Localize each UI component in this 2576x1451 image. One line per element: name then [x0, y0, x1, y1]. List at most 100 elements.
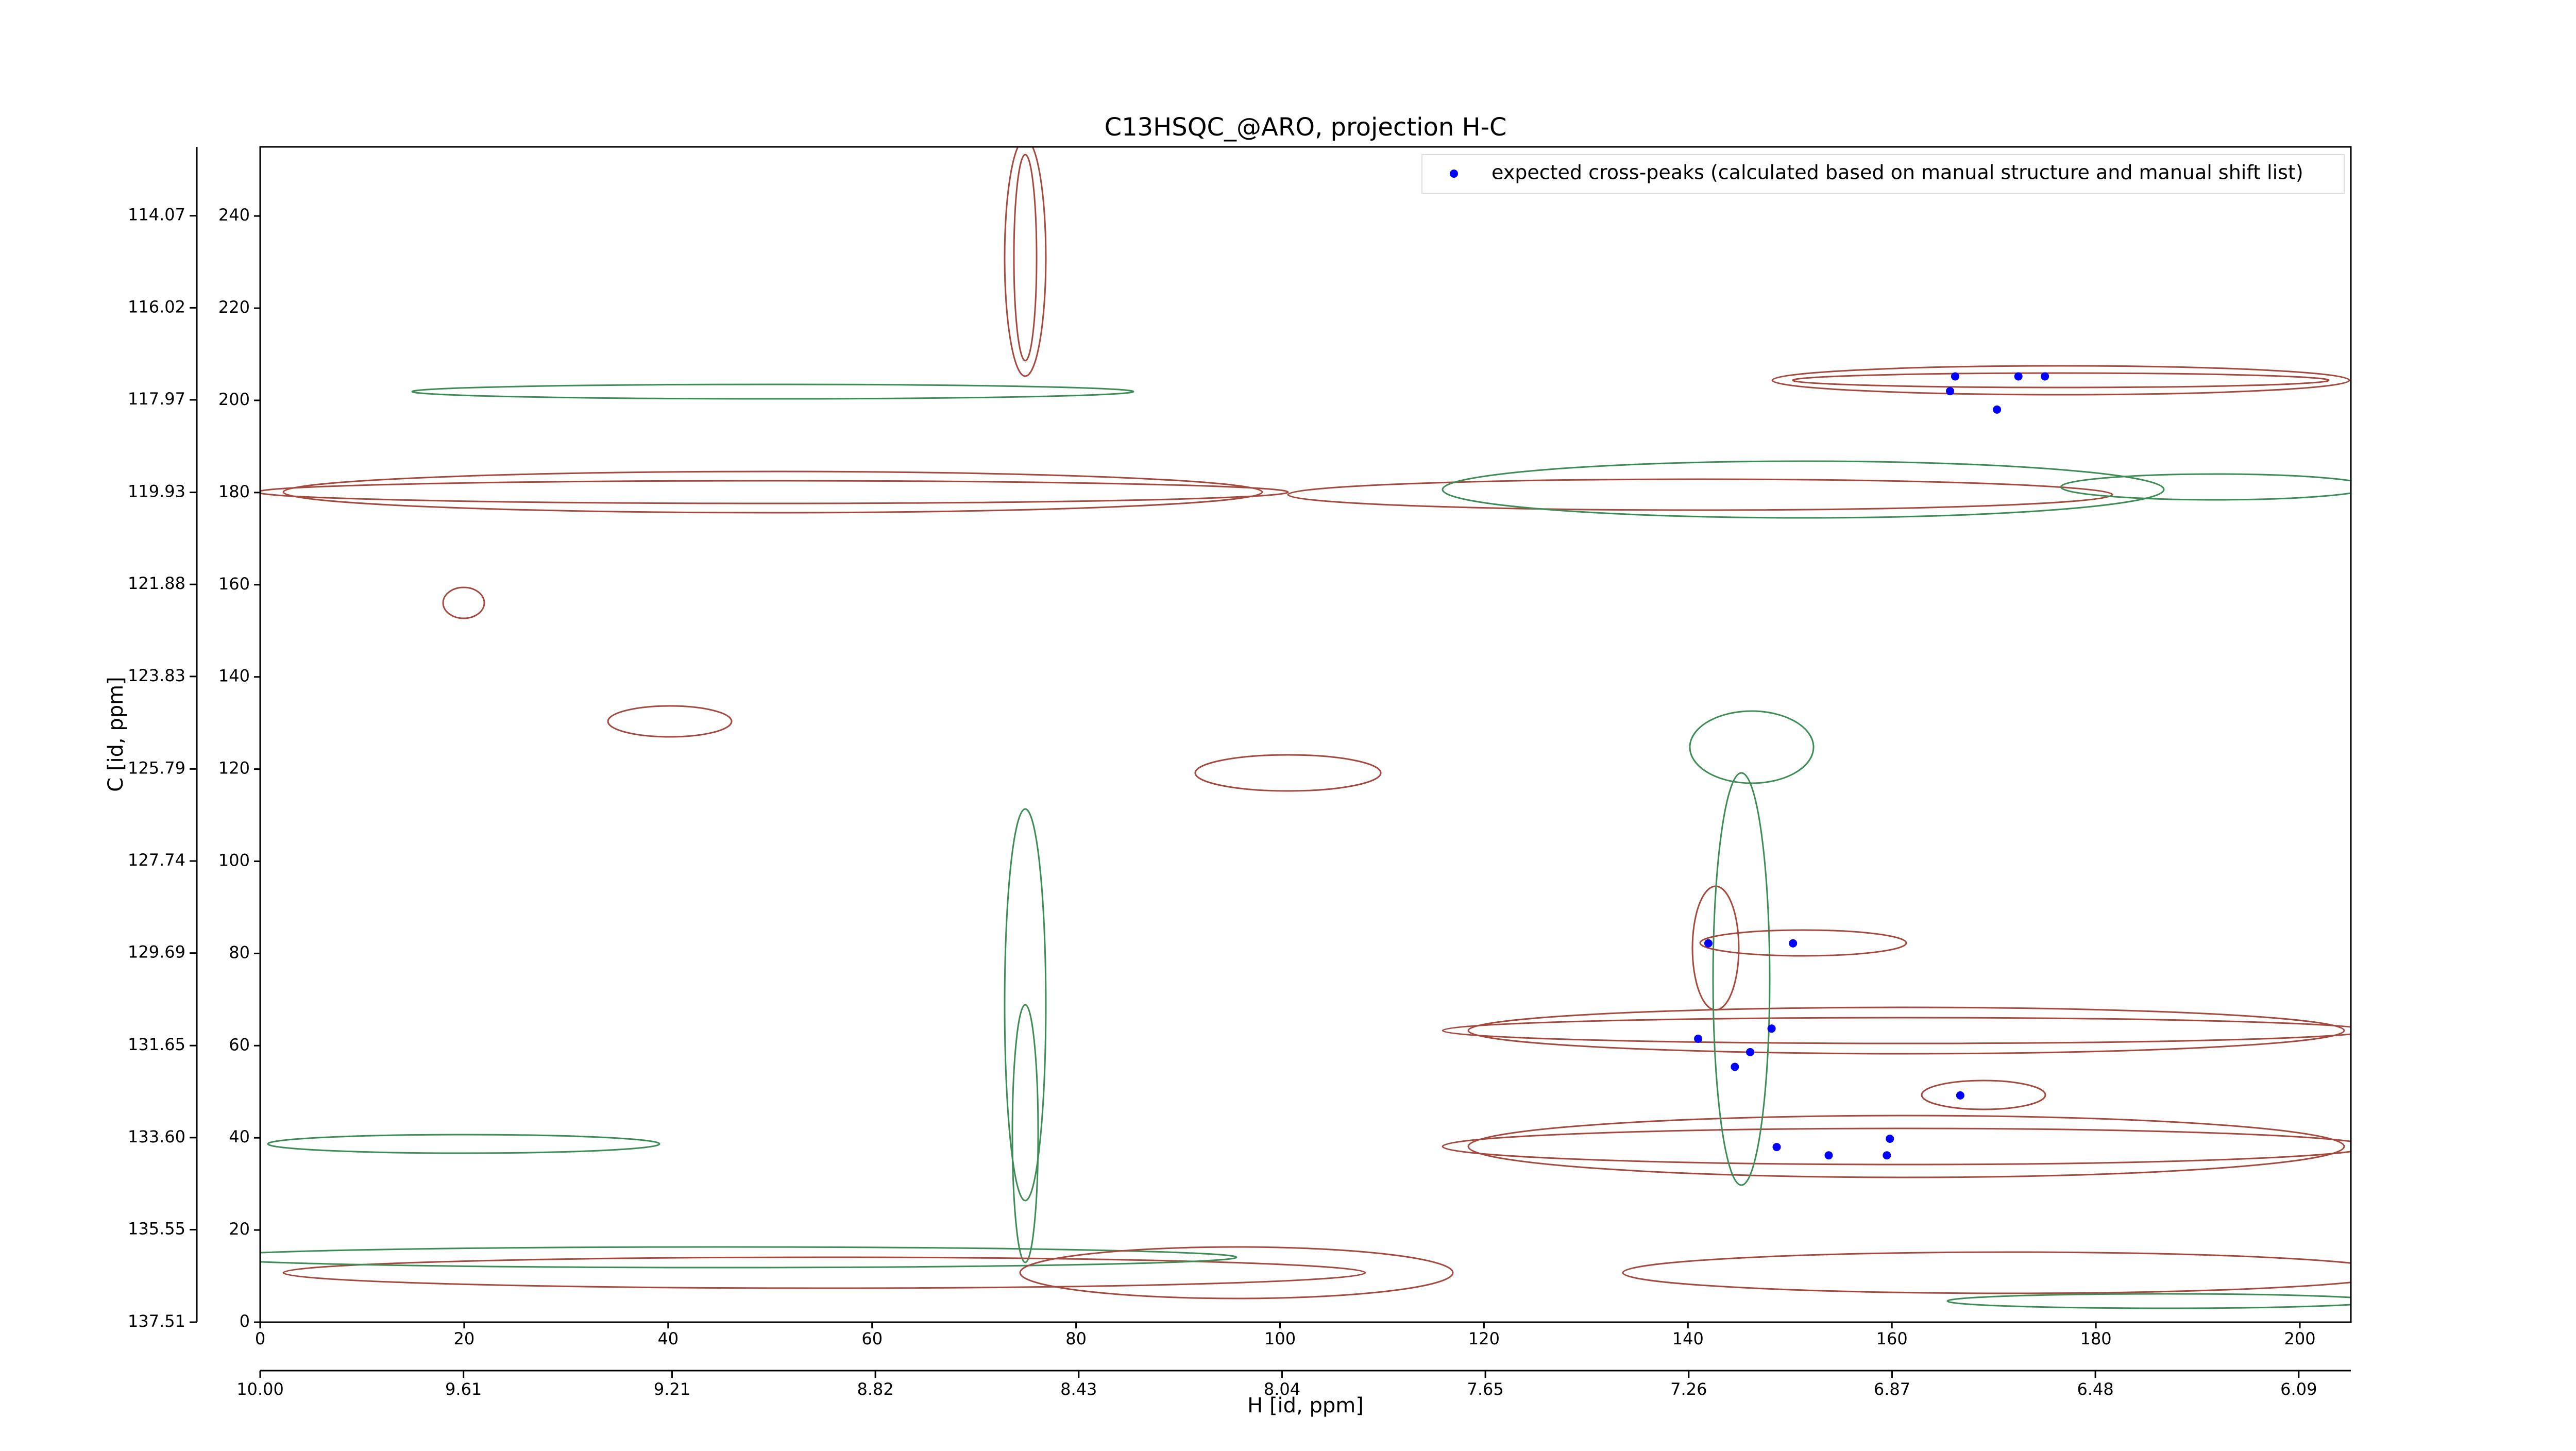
y-tick-label: 180: [218, 482, 250, 501]
contour: [1792, 372, 2330, 389]
x2-tick-label: 6.09: [2280, 1379, 2317, 1399]
x-axis-label: H [id, ppm]: [1247, 1394, 1364, 1418]
contour: [1442, 460, 2165, 519]
y-tick-label: 160: [218, 574, 250, 594]
y2-tick-label: 114.07: [128, 205, 185, 225]
y2-tick-label: 119.93: [128, 482, 185, 501]
cross-peak: [2041, 372, 2049, 381]
x-tick-label: 0: [255, 1329, 265, 1348]
legend-marker: [1450, 170, 1458, 178]
y-tick-label: 100: [218, 850, 250, 870]
contour: [1442, 1127, 2351, 1166]
y-tick-label: 80: [229, 942, 250, 962]
cross-peak: [1767, 1024, 1776, 1033]
x-tick-label: 180: [2080, 1329, 2112, 1348]
contour: [411, 383, 1134, 400]
y2-tick-label: 117.97: [128, 389, 185, 409]
contour: [1442, 1017, 2351, 1044]
contour: [1689, 710, 1815, 784]
cross-peak: [1772, 1143, 1781, 1152]
x-tick-label: 40: [657, 1329, 679, 1348]
y-tick-label: 200: [218, 390, 250, 409]
x-tick-label: 60: [861, 1329, 883, 1348]
contour: [282, 1256, 1366, 1289]
y2-tick-label: 127.74: [128, 850, 185, 870]
plot-frame: [259, 146, 2352, 1323]
x-tick-label: 200: [2284, 1329, 2315, 1348]
y2-tick-label: 116.02: [128, 297, 185, 316]
y-tick-label: 120: [218, 758, 250, 778]
x2-tick-label: 7.65: [1467, 1379, 1504, 1399]
y2-tick-label: 137.51: [128, 1311, 185, 1331]
cross-peak: [1824, 1151, 1833, 1160]
contour: [2060, 473, 2351, 501]
y-axis-label: C [id, ppm]: [104, 677, 128, 792]
chart-title: C13HSQC_@ARO, projection H-C: [1105, 113, 1507, 142]
y-tick-label: 240: [218, 205, 250, 225]
contour: [260, 1246, 1238, 1269]
contour: [1011, 1004, 1039, 1263]
contour: [1194, 754, 1382, 792]
x2-tick-label: 6.87: [1874, 1379, 1910, 1399]
x-tick-label: 140: [1672, 1329, 1704, 1348]
contour: [282, 470, 1263, 514]
contour: [1699, 929, 1907, 957]
y2-tick-label: 131.65: [128, 1035, 185, 1054]
y-tick-label: 220: [218, 297, 250, 317]
contour: [1013, 154, 1038, 362]
x2-tick-label: 7.26: [1670, 1379, 1707, 1399]
cross-peak: [1731, 1062, 1739, 1071]
cross-peak: [1886, 1134, 1894, 1143]
x-tick-label: 120: [1468, 1329, 1500, 1348]
y2-tick-label: 133.60: [128, 1127, 185, 1146]
cross-peak: [1694, 1034, 1703, 1043]
y-tick-label: 40: [229, 1127, 250, 1146]
x2-tick-label: 8.43: [1060, 1379, 1097, 1399]
y-tick-label: 20: [229, 1219, 250, 1239]
contour: [1712, 772, 1771, 1186]
x-tick-label: 80: [1065, 1329, 1087, 1348]
x2-tick-label: 6.48: [2077, 1379, 2114, 1399]
contour: [1004, 808, 1047, 1202]
y2-tick-label: 135.55: [128, 1219, 185, 1238]
cross-peak: [1883, 1151, 1891, 1160]
contour: [1287, 478, 2113, 511]
x2-tick-label: 8.82: [857, 1379, 893, 1399]
contour: [442, 586, 485, 619]
contour: [1946, 1293, 2351, 1309]
contour: [1921, 1079, 2046, 1110]
y2-tick-label: 123.83: [128, 666, 185, 685]
contour: [1019, 1246, 1454, 1300]
contour: [1771, 365, 2350, 396]
cross-peak: [1704, 939, 1713, 948]
contour: [1467, 1115, 2345, 1178]
cross-peak: [1789, 939, 1798, 948]
cross-peak: [1946, 387, 1955, 396]
y-tick-label: 0: [240, 1311, 250, 1331]
x2-tick-label: 9.21: [654, 1379, 690, 1399]
y2-tick-label: 129.69: [128, 942, 185, 962]
contour: [260, 480, 1289, 504]
cross-peak: [1951, 372, 1959, 381]
legend-label: expected cross-peaks (calculated based o…: [1492, 161, 2303, 184]
x2-tick-label: 9.61: [445, 1379, 482, 1399]
x-tick-label: 20: [454, 1329, 475, 1348]
y-tick-label: 140: [218, 666, 250, 686]
contour: [607, 705, 733, 738]
contour: [1467, 1006, 2345, 1055]
cross-peak: [1746, 1048, 1755, 1056]
cross-peak: [1956, 1091, 1964, 1100]
cross-peak: [1993, 405, 2002, 414]
y2-tick-label: 125.79: [128, 758, 185, 778]
legend-box: [1421, 154, 2345, 194]
y-tick-label: 60: [229, 1035, 250, 1054]
x-tick-label: 160: [1876, 1329, 1908, 1348]
x2-tick-label: 8.04: [1264, 1379, 1300, 1399]
contour: [1622, 1251, 2351, 1294]
x2-tick-label: 10.00: [236, 1379, 284, 1399]
y2-tick-label: 121.88: [128, 573, 185, 593]
contour: [1004, 147, 1047, 377]
cross-peak: [2014, 372, 2023, 381]
contour: [267, 1134, 660, 1154]
